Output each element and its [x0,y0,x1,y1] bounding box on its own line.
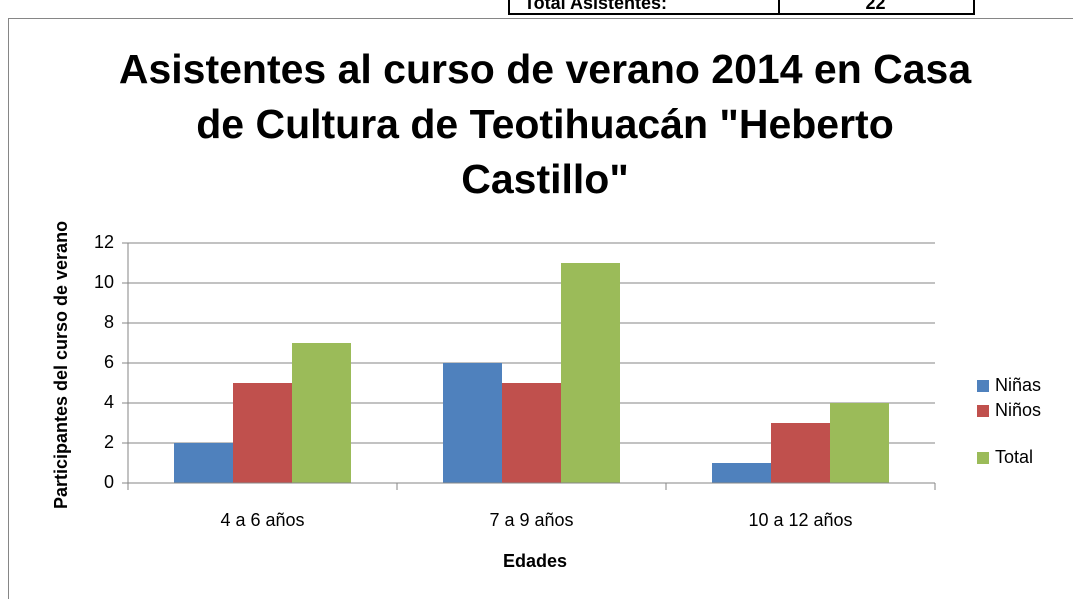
y-tick-label: 0 [104,472,114,492]
chart-border [8,18,1073,599]
y-tick-label: 8 [104,312,114,332]
bar [712,463,771,483]
y-tick-label: 4 [104,392,114,412]
bar [174,443,233,483]
bar [292,343,351,483]
y-tick-label: 10 [94,272,114,292]
y-tick-label: 12 [94,232,114,252]
bar [233,383,292,483]
chart-title: Asistentes al curso de verano 2014 en Ca… [118,46,972,202]
x-tick-label: 4 a 6 años [220,510,304,530]
y-tick-label: 6 [104,352,114,372]
legend-swatch [977,405,989,417]
bar [830,403,889,483]
x-tick-label: 7 a 9 años [489,510,573,530]
legend-swatch [977,380,989,392]
x-tick-label: 10 a 12 años [748,510,852,530]
bar [561,263,620,483]
table-value-cell: 22 [778,0,975,15]
y-tick-label: 2 [104,432,114,452]
x-axis-title: Edades [503,551,567,571]
bar [502,383,561,483]
bar [443,363,502,483]
legend-label: Niñas [995,375,1041,395]
legend-label: Total [995,447,1033,467]
legend-label: Niños [995,400,1041,420]
bar [771,423,830,483]
table-label-cell: Total Asistentes: [508,0,780,15]
legend-swatch [977,452,989,464]
y-axis-title: Participantes del curso de verano [51,221,71,509]
